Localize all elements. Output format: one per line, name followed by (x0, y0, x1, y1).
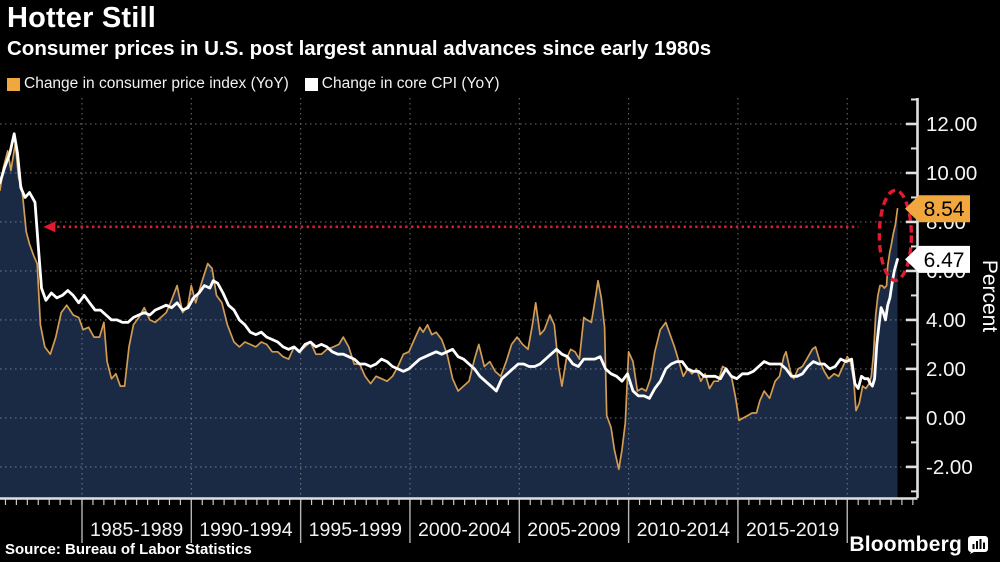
chart-subtitle: Consumer prices in U.S. post largest ann… (7, 37, 712, 60)
legend-item-core-cpi: Change in core CPI (YoY) (304, 75, 500, 93)
x-axis-section-label: 2000-2004 (418, 519, 511, 541)
bloomberg-wordmark: Bloomberg (849, 533, 962, 556)
value-badge-label: 6.47 (924, 249, 965, 272)
y-axis: 12.0010.008.006.004.002.000.00-2.00Perce… (906, 98, 1000, 498)
y-axis-tick-label: 4.00 (926, 309, 966, 332)
value-badge (905, 195, 970, 223)
y-axis-tick-label: 12.00 (926, 113, 977, 136)
page-title: Hotter Still (7, 2, 157, 34)
source-attribution: Source: Bureau of Labor Statistics (5, 541, 252, 558)
chart-legend: Change in consumer price index (YoY) Cha… (7, 75, 500, 93)
bloomberg-logo-icon (968, 536, 988, 554)
y-axis-title: Percent (978, 260, 1000, 333)
core-cpi-line (0, 132, 899, 400)
bloomberg-logo: Bloomberg (849, 533, 988, 557)
y-axis-tick-label: 2.00 (926, 358, 966, 381)
annotation-1982-level-line (43, 221, 859, 233)
core-cpi-series-swatch-icon (304, 77, 318, 91)
y-axis-tick-label: -2.00 (926, 456, 973, 479)
value-badges: 8.54 6.47 (905, 195, 970, 273)
x-axis-section-label: 2005-2009 (527, 519, 620, 541)
x-axis-section-label: 1985-1989 (90, 519, 183, 541)
x-axis-section-label: 2015-2019 (746, 519, 839, 541)
value-badge (905, 245, 970, 273)
x-axis: 1985-1989 1990-1994 1995-1999 2000-2004 2005… (0, 497, 918, 543)
x-axis-section-label: 2010-2014 (637, 519, 730, 541)
legend-label-cpi: Change in consumer price index (YoY) (24, 75, 289, 92)
x-axis-section-label: 1990-1994 (199, 519, 292, 541)
y-axis-tick-label: 0.00 (926, 407, 966, 430)
value-badge-label: 8.54 (924, 198, 965, 221)
y-axis-tick-label: 10.00 (926, 162, 977, 185)
x-axis-section-label: 1995-1999 (309, 519, 402, 541)
cpi-series-swatch-icon (7, 77, 20, 91)
legend-label-core-cpi: Change in core CPI (YoY) (321, 75, 500, 92)
annotation-spike-ellipse (877, 188, 914, 283)
left-arrow-icon (43, 221, 56, 233)
legend-item-cpi: Change in consumer price index (YoY) (7, 75, 289, 93)
cpi-area-fill (0, 143, 898, 498)
